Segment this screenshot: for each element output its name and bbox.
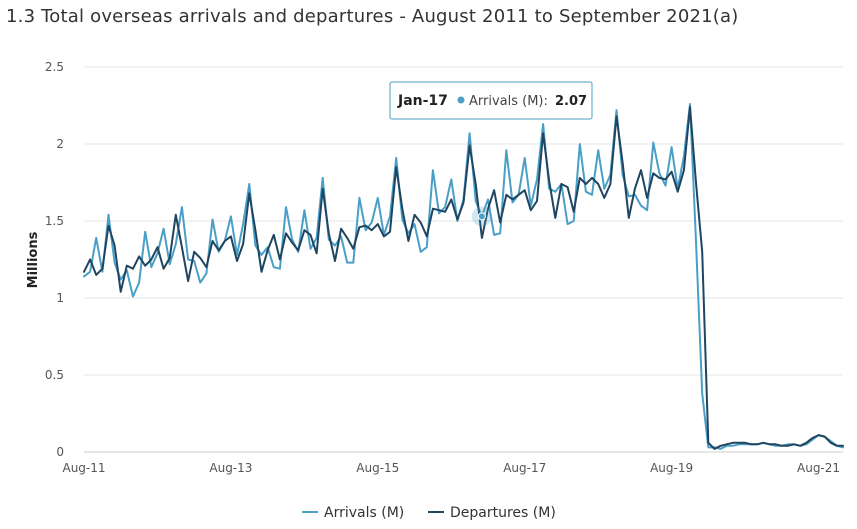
gridlines — [84, 66, 843, 453]
tooltip-title: Jan-17 — [397, 93, 448, 109]
y-axis-ticks: 0 0.5 1 1.5 2 2.5 — [45, 60, 64, 459]
x-axis-ticks: Aug-11 Aug-13 Aug-15 Aug-17 Aug-19 Aug-21 — [62, 461, 840, 475]
chart-title: 1.3 Total overseas arrivals and departur… — [6, 6, 739, 27]
tooltip-value: 2.07 — [555, 94, 587, 109]
y-tick-label: 0.5 — [45, 368, 64, 382]
y-tick-label: 0 — [56, 445, 64, 459]
x-tick-label: Aug-13 — [209, 461, 252, 475]
legend-label-departures: Departures (M) — [450, 505, 556, 521]
legend-item-departures[interactable]: Departures (M) — [428, 505, 556, 521]
tooltip-series-label: Arrivals (M): — [469, 94, 548, 109]
tooltip-box — [389, 81, 593, 120]
hover-highlight — [471, 206, 492, 227]
tooltip: Jan-17 Arrivals (M): 2.07 — [389, 81, 593, 120]
x-tick-label: Aug-17 — [503, 461, 546, 475]
y-axis-title: Millions — [26, 231, 41, 288]
x-tick-label: Aug-21 — [797, 461, 840, 475]
x-tick-label: Aug-19 — [650, 461, 693, 475]
legend: Arrivals (M) Departures (M) — [302, 505, 556, 521]
tooltip-series-marker — [457, 96, 465, 104]
x-tick-label: Aug-15 — [356, 461, 399, 475]
y-tick-label: 2.5 — [45, 60, 64, 74]
legend-item-arrivals[interactable]: Arrivals (M) — [302, 505, 404, 521]
y-tick-label: 1.5 — [45, 214, 64, 228]
series-lines[interactable] — [83, 103, 844, 450]
x-tick-label: Aug-11 — [62, 461, 105, 475]
series-line-departures[interactable] — [83, 106, 844, 450]
y-tick-label: 2 — [56, 137, 64, 151]
legend-label-arrivals: Arrivals (M) — [324, 505, 404, 521]
series-line-arrivals[interactable] — [83, 103, 844, 450]
hover-point — [477, 212, 486, 221]
y-tick-label: 1 — [56, 291, 64, 305]
